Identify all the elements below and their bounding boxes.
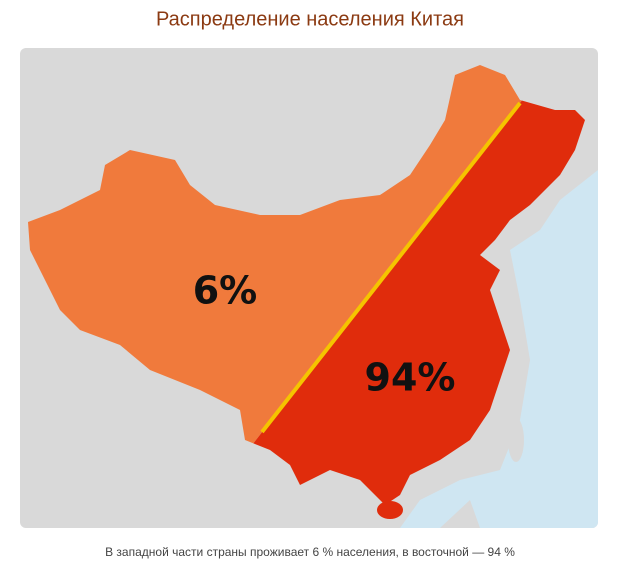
sea — [400, 170, 598, 528]
china — [28, 65, 585, 519]
region-label: 6% — [193, 269, 258, 313]
taiwan — [508, 418, 524, 462]
hainan — [377, 501, 403, 519]
caption: В западной части страны проживает 6 % на… — [105, 545, 515, 559]
divider-line — [260, 101, 522, 434]
region-label: 94% — [365, 356, 456, 400]
land-background — [440, 500, 480, 528]
map: 6% 94% — [20, 48, 598, 528]
title: Распределение населения Китая — [156, 8, 464, 30]
